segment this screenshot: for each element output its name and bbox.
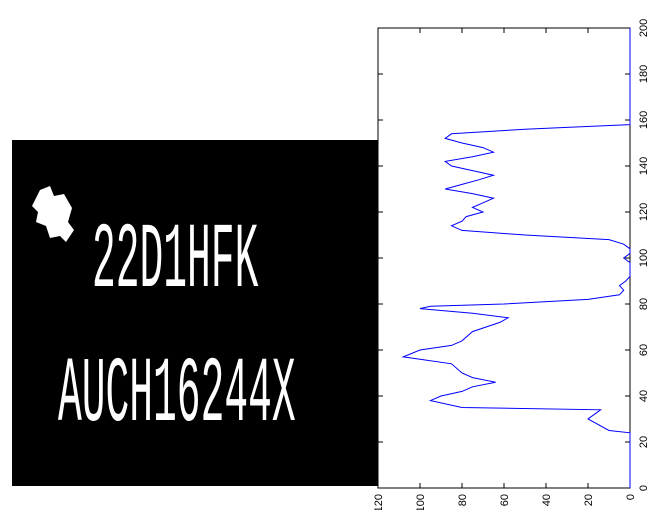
y-tick-label: 80 — [457, 494, 469, 506]
x-tick-label: 120 — [638, 203, 650, 221]
x-tick-label: 60 — [638, 344, 650, 356]
x-tick-label: 40 — [638, 390, 650, 402]
x-tick-label: 140 — [638, 157, 650, 175]
x-tick-label: 20 — [638, 436, 650, 448]
y-tick-label: 40 — [541, 494, 553, 506]
y-tick-label: 120 — [373, 494, 385, 510]
y-tick-label: 0 — [625, 494, 637, 500]
figure: 22D1HFK AUCH16244X 0 20 40 60 80 100 120 140 160… — [0, 0, 661, 510]
chip-line-2: AUCH16244X — [58, 345, 296, 449]
page: 22D1HFK AUCH16244X 0 20 40 60 80 100 120 140 160… — [0, 0, 661, 515]
x-tick-label: 160 — [638, 111, 650, 129]
y-tick-label: 20 — [583, 494, 595, 506]
x-tick-label: 100 — [638, 249, 650, 267]
x-tick-label: 0 — [638, 485, 650, 491]
x-tick-label: 80 — [638, 298, 650, 310]
x-tick-label: 200 — [638, 19, 650, 37]
x-tick-label: 180 — [638, 65, 650, 83]
y-tick-label: 60 — [499, 494, 511, 506]
y-tick-label: 100 — [415, 494, 427, 510]
chip-line-1: 22D1HFK — [92, 211, 259, 315]
plot-area — [378, 28, 630, 488]
